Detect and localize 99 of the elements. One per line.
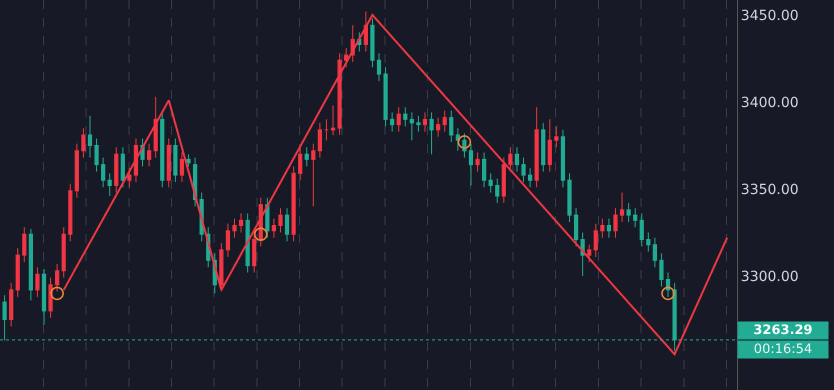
- candlestick: [626, 202, 631, 223]
- candlestick: [114, 146, 118, 193]
- candlestick: [534, 106, 539, 188]
- candlestick: [16, 248, 20, 298]
- candlestick: [186, 154, 191, 167]
- candlestick: [278, 208, 283, 233]
- candlestick: [238, 212, 244, 233]
- ref-line-label: 3263.29: [753, 323, 813, 338]
- candlestick: [9, 282, 14, 327]
- y-tick-label: 3450.00: [740, 8, 799, 24]
- candlestick: [330, 104, 336, 136]
- candlestick: [514, 146, 520, 172]
- candlestick: [541, 122, 546, 172]
- candlestick: [502, 157, 506, 204]
- candlestick: [376, 52, 382, 82]
- candlestick: [258, 197, 263, 247]
- candlestick: [272, 218, 276, 238]
- candlestick: [344, 48, 348, 68]
- candlestick: [94, 138, 99, 172]
- candlestick: [613, 208, 618, 238]
- candlestick: [633, 208, 638, 228]
- candlestick: [659, 252, 664, 287]
- candlestick: [232, 218, 237, 238]
- candlestick: [180, 152, 184, 183]
- candlestick: [219, 242, 224, 292]
- candlestick: [120, 146, 125, 188]
- candlestick: [337, 52, 342, 136]
- candlestick: [311, 143, 316, 207]
- candlestick: [324, 118, 329, 141]
- candlestick: [429, 112, 434, 155]
- candlestick: [160, 112, 164, 188]
- candlestick: [554, 126, 558, 148]
- candlestick: [147, 143, 152, 167]
- candlestick: [284, 208, 290, 242]
- candlestick: [488, 172, 493, 193]
- candlestick: [666, 272, 670, 298]
- candlestick: [403, 106, 408, 127]
- candlestick: [521, 157, 526, 183]
- candlestick: [456, 128, 460, 152]
- candlestick: [74, 143, 79, 198]
- candlestick: [600, 218, 604, 238]
- candlestick: [652, 237, 657, 268]
- candlestick: [436, 117, 440, 138]
- candlestick: [396, 106, 401, 132]
- y-tick-label: 3400.00: [740, 94, 799, 111]
- candlestick: [108, 172, 112, 196]
- y-tick-label: 3300.00: [740, 268, 799, 285]
- candlestick: [606, 218, 612, 238]
- candlestick: [567, 172, 572, 223]
- candlestick: [127, 168, 132, 188]
- candlestick: [548, 118, 552, 172]
- candlestick: [68, 183, 72, 242]
- candlestick: [383, 66, 388, 127]
- point: [254, 227, 268, 241]
- candlestick: [646, 232, 650, 252]
- candlestick: [422, 112, 428, 132]
- candlestick: [88, 115, 92, 158]
- candlestick: [252, 232, 256, 274]
- candlestick: [449, 110, 454, 143]
- candlestick: [42, 268, 46, 326]
- text: 00:16:54: [754, 342, 812, 357]
- candlestick: [416, 115, 421, 132]
- candlestick: [370, 18, 375, 68]
- candlestick: [574, 208, 578, 247]
- y-tick-label: 3350.00: [740, 182, 799, 198]
- point: [458, 135, 472, 149]
- candlestick: [640, 212, 644, 247]
- candlestick: [304, 146, 309, 167]
- candlestick: [442, 110, 447, 132]
- point: [50, 286, 64, 300]
- candlestick: [81, 128, 86, 158]
- candlestick: [173, 138, 178, 183]
- candlestick: [154, 96, 158, 158]
- candlestick: [620, 192, 624, 223]
- candlestick: [594, 223, 598, 258]
- candlestick: [166, 138, 171, 188]
- candlestick: [410, 112, 414, 141]
- candlestick: [292, 166, 296, 242]
- candlestick: [528, 168, 532, 188]
- candlestick: [482, 152, 486, 188]
- candlestick: [28, 228, 33, 301]
- candlestick: [101, 157, 106, 188]
- candlestick: [55, 263, 60, 292]
- candlestick: [390, 112, 394, 132]
- candlestick: [587, 244, 592, 263]
- candlestick: [62, 226, 66, 278]
- candlestick: [475, 152, 480, 172]
- point: [661, 286, 675, 300]
- candlestick: [35, 266, 40, 298]
- candlestick: [495, 178, 500, 204]
- candlestick: [560, 129, 566, 188]
- candlestick: [22, 226, 26, 263]
- candlestick: [246, 212, 250, 274]
- candlestick: [508, 146, 512, 172]
- candlestick: [226, 223, 230, 258]
- candlestick: [468, 143, 474, 186]
- candlestick: [298, 146, 302, 181]
- candlestick: [350, 24, 355, 62]
- candlestick: [318, 122, 322, 158]
